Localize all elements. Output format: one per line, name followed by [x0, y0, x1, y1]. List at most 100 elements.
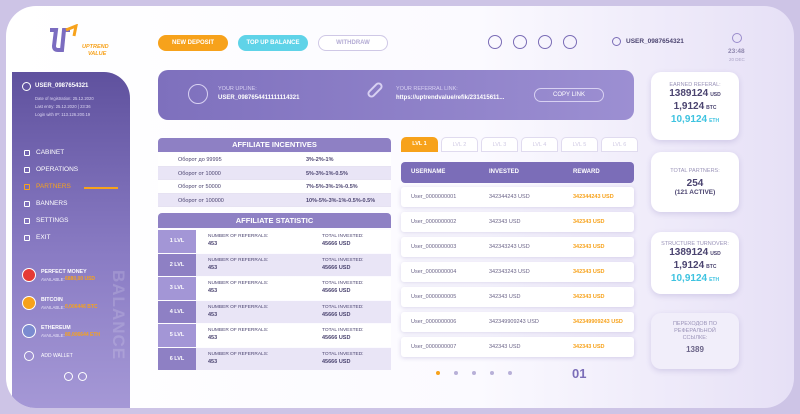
incentive-row: Оборот до 99995 3%-2%-1% — [158, 153, 391, 167]
incentive-row: Оборот от 50000 7%-5%-3%-1%-0.5% — [158, 180, 391, 194]
invested-value: 45666 USD — [322, 311, 351, 318]
level-tab[interactable]: LVL 2 — [441, 137, 478, 152]
incentive-turnover: Оборот до 99995 — [178, 157, 222, 163]
add-wallet[interactable]: ADD WALLET — [41, 353, 73, 359]
social-icon[interactable] — [488, 35, 502, 49]
wallet-icon — [22, 268, 36, 282]
menu-item[interactable]: OPERATIONS — [36, 166, 79, 173]
table-header-cell: REWARD — [573, 169, 600, 175]
card-unit: BTC — [706, 105, 717, 111]
incentive-row: Оборот от 10000 5%-3%-1%-0.5% — [158, 166, 391, 180]
table-cell: 342343243 USD — [489, 244, 530, 250]
wallet-amount: 6880,00 USD — [65, 276, 96, 282]
page-dot[interactable] — [454, 371, 458, 375]
table-cell: 342343 USD — [573, 219, 605, 225]
wallet-name: ETHEREUM — [41, 325, 71, 331]
table-row: User_0000000003 342343243 USD 342343 USD — [401, 237, 634, 257]
wallet-amount: 0,006446 BTC — [65, 304, 98, 310]
header-user: USER_0987654321 — [626, 38, 684, 45]
menu-item[interactable]: CABINET — [36, 149, 65, 156]
menu-item[interactable]: PARTNERS — [36, 183, 71, 190]
link-value: https://uptrendvalue/refik/231415611... — [396, 95, 505, 101]
level-tab[interactable]: LVL 4 — [521, 137, 558, 152]
frame: UPTREND VALUE NEW DEPOSIT TOP UP BALANCE WIT… — [6, 6, 794, 408]
statistic-row: 3 LVL NUMBER OF REFERRALS: 453 TOTAL INVEST… — [158, 277, 391, 300]
copy-link-button[interactable]: COPY LINK — [534, 88, 604, 102]
wallet-label: AVAILABLE: — [41, 277, 65, 282]
incentive-percent: 7%-5%-3%-1%-0.5% — [306, 184, 358, 190]
top-button[interactable]: TOP UP BALANCE — [238, 35, 308, 51]
page-dot[interactable] — [472, 371, 476, 375]
menu-icon — [24, 201, 30, 207]
card-label: ПЕРЕХОДОВ ПО РЕФЕРАЛЬНОЙ ССЫЛКЕ: — [672, 321, 718, 341]
invested-value: 45666 USD — [322, 264, 351, 271]
social-icon[interactable] — [563, 35, 577, 49]
referrals-value: 453 — [208, 358, 218, 365]
card-label: EARNED REFERAL: — [669, 82, 721, 88]
sidebar-info: Last entry: 25.12.2020 | 23:36 — [35, 104, 91, 109]
invested-value: 45666 USD — [322, 241, 351, 247]
card-unit: BTC — [706, 264, 717, 270]
sidebar-info: Date of registration: 25.12.2020 — [35, 96, 94, 101]
level-tab[interactable]: LVL 1 — [401, 137, 438, 152]
menu-item[interactable]: EXIT — [36, 234, 51, 241]
referrals-value: 453 — [208, 311, 218, 318]
card-amount-line: 1,9124 BTC — [651, 101, 739, 114]
card-amount: 1389124 — [669, 88, 709, 99]
clock-icon — [732, 33, 742, 43]
level-tab[interactable]: LVL 6 — [601, 137, 638, 152]
card-label: STRUCTURE TURNOVER: — [661, 241, 729, 247]
table-header: USERNAME INVESTED REWARD — [401, 162, 634, 183]
table-cell: 342343 USD — [573, 269, 605, 275]
invested-label: TOTAL INVESTED: — [322, 351, 364, 357]
earned-card: EARNED REFERAL: 1389124 USD 1,9124 BTC 10,912… — [651, 72, 739, 140]
sidebar-user: USER_0987654321 — [35, 83, 89, 89]
wallet-amount: 80,006644 ETH — [65, 332, 101, 338]
wallet-label: AVAILABLE: — [41, 305, 65, 310]
page-dot[interactable] — [508, 371, 512, 375]
incentive-turnover: Оборот от 10000 — [178, 170, 221, 177]
table-cell: 342343 USD — [489, 219, 521, 225]
card-unit: ETH — [709, 277, 720, 283]
partners-active: (121 ACTIVE) — [674, 189, 716, 196]
scroll-button[interactable] — [64, 372, 73, 381]
page-dot[interactable] — [436, 371, 440, 375]
menu-icon — [24, 167, 30, 173]
card-amount-line: 1389124 USD — [651, 88, 739, 101]
statistic-level: 1 LVL — [158, 230, 196, 253]
table-cell: 342349909243 USD — [573, 319, 623, 325]
top-button[interactable]: WITHDRAW — [318, 35, 388, 51]
page-dot[interactable] — [490, 371, 494, 375]
referrals-value: 453 — [208, 288, 218, 294]
referrals-label: NUMBER OF REFERRALS: — [208, 328, 269, 333]
level-tab[interactable]: LVL 3 — [481, 137, 518, 152]
card-amount: 1,9124 — [673, 101, 705, 112]
referrals-label: NUMBER OF REFERRALS: — [208, 281, 269, 286]
sidebar-user-icon — [22, 82, 31, 91]
statistic-row: 5 LVL NUMBER OF REFERRALS: 453 TOTAL INVEST… — [158, 324, 391, 347]
level-tab[interactable]: LVL 5 — [561, 137, 598, 152]
incentive-percent: 10%-5%-3%-1%-0.5%-0.5% — [306, 197, 376, 204]
table-header-cell: INVESTED — [489, 169, 520, 175]
add-wallet-icon[interactable] — [24, 351, 34, 361]
incentives-title: AFFILIATE INCENTIVES — [158, 138, 391, 152]
table-cell: 342349909243 USD — [489, 319, 539, 325]
social-icon[interactable] — [538, 35, 552, 49]
referrals-label: NUMBER OF REFERRALS: — [208, 351, 269, 357]
menu-item[interactable]: SETTINGS — [36, 217, 69, 224]
top-button[interactable]: NEW DEPOSIT — [158, 35, 228, 51]
table-cell: User_0000000002 — [411, 219, 457, 225]
social-icon[interactable] — [513, 35, 527, 49]
scroll-button[interactable] — [78, 372, 87, 381]
incentive-percent: 3%-2%-1% — [306, 157, 334, 163]
wallet-name: PERFECT MONEY — [41, 269, 87, 275]
card-amount: 10,9124 — [670, 114, 708, 125]
incentive-row: Оборот от 100000 10%-5%-3%-1%-0.5%-0.5% — [158, 193, 391, 207]
table-cell: 342343 USD — [489, 344, 521, 350]
card-amount-line: 1389124 USD — [651, 247, 739, 260]
invested-value: 45666 USD — [322, 358, 351, 365]
menu-item[interactable]: BANNERS — [36, 200, 68, 207]
card-amount: 10,9124 — [670, 273, 708, 284]
table-row: User_0000000007 342343 USD 342343 USD — [401, 337, 634, 357]
